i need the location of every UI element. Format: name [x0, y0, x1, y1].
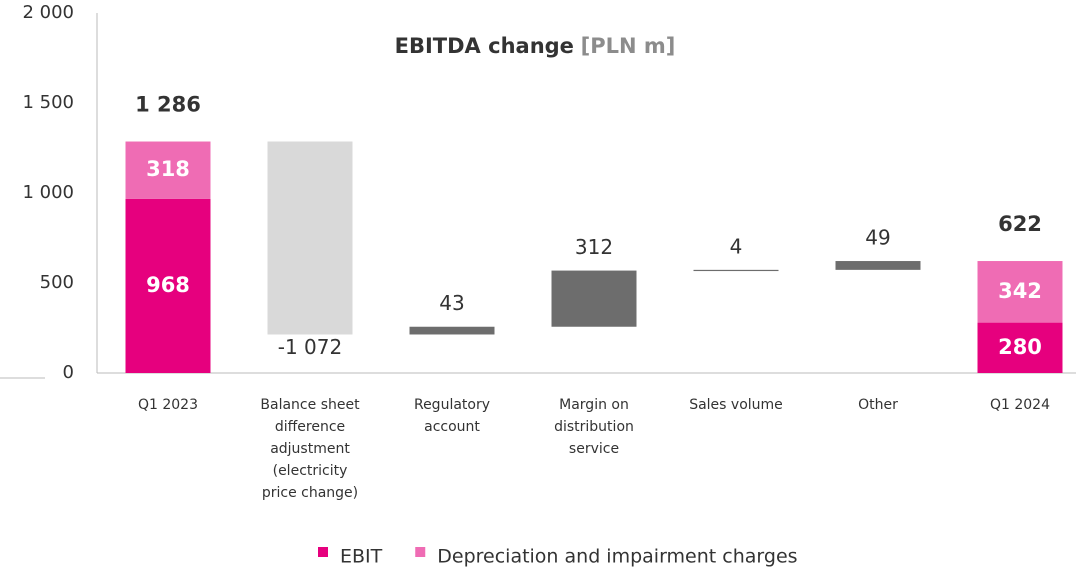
total-label: 1 286 [135, 93, 201, 117]
segment-label: 318 [146, 157, 190, 181]
segment-label: 342 [998, 279, 1042, 303]
bar-segment [125, 141, 211, 199]
total-label: 622 [998, 212, 1042, 236]
data-label: 4 [730, 234, 743, 258]
x-tick-label: Q1 2023 [137, 397, 198, 413]
x-tick-label: Other [858, 397, 898, 413]
x-tick-label: Regulatory account [413, 397, 491, 435]
x-tick-label: Q1 2024 [989, 397, 1050, 413]
segment-label: 968 [146, 273, 190, 297]
change-bar [835, 261, 921, 270]
bar-segment [977, 261, 1063, 323]
x-tick-label: Sales volume [689, 397, 783, 413]
bar-segment [977, 322, 1063, 373]
legend-swatch [318, 547, 328, 557]
legend-label: EBIT [340, 546, 383, 568]
legend-swatch [415, 547, 426, 557]
data-label: 312 [575, 235, 613, 259]
x-tick-label: Margin on distribution service [554, 397, 634, 457]
y-tick-label: 1 500 [22, 92, 74, 113]
segment-label: 280 [998, 335, 1042, 359]
unit: [PLN m] [581, 34, 676, 58]
y-tick-label: 2 000 [22, 2, 74, 23]
change-bar [551, 270, 637, 327]
change-bar [693, 269, 779, 272]
change-bar [409, 326, 495, 335]
data-label: -1 072 [278, 335, 342, 359]
y-tick-label: 1 000 [22, 182, 74, 203]
x-tick-label: Balance sheet difference adjustment (ele… [260, 397, 360, 501]
title: EBITDA change [395, 34, 574, 58]
y-tick-label: 500 [40, 272, 74, 293]
data-label: 49 [865, 226, 890, 250]
chart-title: EBITDA change [PLN m] [395, 34, 676, 58]
data-label: 43 [439, 291, 464, 315]
change-bar [267, 141, 353, 335]
legend-label: Depreciation and impairment charges [437, 546, 797, 568]
bar-segment [125, 198, 211, 373]
y-tick-label: 0 [63, 362, 74, 383]
